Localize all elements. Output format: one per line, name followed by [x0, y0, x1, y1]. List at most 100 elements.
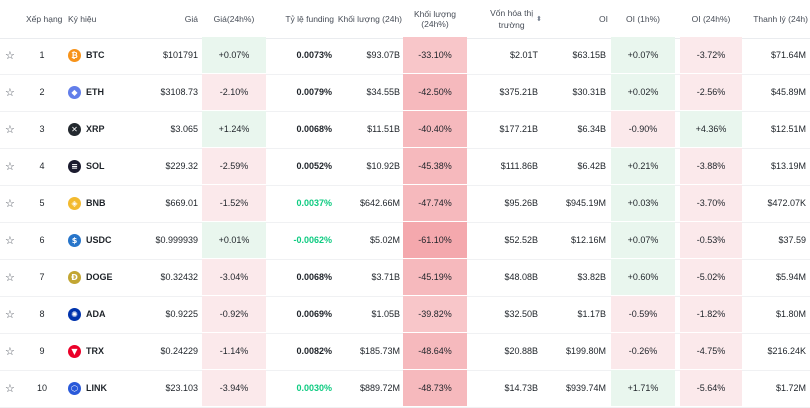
oi-24h-cell: -3.70% — [680, 185, 742, 221]
symbol-cell[interactable]: ⬡ LINK — [68, 370, 138, 406]
symbol-label: ETH — [86, 87, 104, 97]
favorite-star-icon[interactable]: ☆ — [5, 49, 15, 62]
header-funding-rate[interactable]: Tỷ lệ funding — [285, 14, 334, 24]
symbol-label: BTC — [86, 50, 105, 60]
oi-cell: $6.34B — [577, 124, 606, 134]
header-volume-change[interactable]: Khối lượng (24h%) — [414, 9, 456, 29]
header-volume[interactable]: Khối lượng (24h) — [337, 14, 402, 24]
table-row[interactable]: ☆ 3 ✕ XRP $3.065 +1.24% 0.0068% $11.51B … — [0, 111, 810, 149]
symbol-cell[interactable]: ◈ BNB — [68, 185, 138, 221]
table-row[interactable]: ☆ 4 ≡ SOL $229.32 -2.59% 0.0052% $10.92B… — [0, 148, 810, 186]
oi-24h-cell: +4.36% — [680, 111, 742, 147]
symbol-cell[interactable]: ✺ ADA — [68, 296, 138, 332]
header-symbol[interactable]: Ký hiệu — [68, 14, 97, 24]
liquidation-cell: $37.59 — [778, 235, 806, 245]
symbol-cell[interactable]: ✕ XRP — [68, 111, 138, 147]
rank-cell: 2 — [39, 87, 45, 97]
table-row[interactable]: ☆ 8 ✺ ADA $0.9225 -0.92% 0.0069% $1.05B … — [0, 296, 810, 334]
oi-24h-cell: -1.82% — [680, 296, 742, 332]
price-cell: $0.24229 — [160, 346, 198, 356]
oi-cell: $30.31B — [572, 87, 606, 97]
funding-rate-cell: 0.0030% — [296, 383, 332, 393]
funding-rate-cell: 0.0068% — [296, 124, 332, 134]
price-change-cell: +0.07% — [202, 37, 266, 73]
symbol-cell[interactable]: ₿ BTC — [68, 37, 138, 73]
oi-1h-cell: +0.07% — [611, 222, 675, 258]
table-row[interactable]: ☆ 10 ⬡ LINK $23.103 -3.94% 0.0030% $889.… — [0, 370, 810, 408]
price-cell: $3.065 — [170, 124, 198, 134]
oi-24h-cell: -3.88% — [680, 148, 742, 184]
price-cell: $23.103 — [165, 383, 198, 393]
table-row[interactable]: ☆ 9 ▼ TRX $0.24229 -1.14% 0.0082% $185.7… — [0, 333, 810, 371]
table-row[interactable]: ☆ 5 ◈ BNB $669.01 -1.52% 0.0037% $642.66… — [0, 185, 810, 223]
symbol-cell[interactable]: Ð DOGE — [68, 259, 138, 295]
table-row[interactable]: ☆ 1 ₿ BTC $101791 +0.07% 0.0073% $93.07B… — [0, 37, 810, 75]
funding-rate-cell: 0.0082% — [296, 346, 332, 356]
funding-rate-cell: 0.0068% — [296, 272, 332, 282]
header-price[interactable]: Giá — [184, 14, 198, 24]
price-change-cell: +1.24% — [202, 111, 266, 147]
favorite-star-icon[interactable]: ☆ — [5, 160, 15, 173]
favorite-star-icon[interactable]: ☆ — [5, 86, 15, 99]
header-market-cap[interactable]: Vốn hóa thị trường ⬍ — [470, 0, 542, 38]
favorite-star-icon[interactable]: ☆ — [5, 123, 15, 136]
header-market-cap-line1: Vốn hóa thị — [490, 8, 534, 18]
favorite-star-icon[interactable]: ☆ — [5, 382, 15, 395]
price-change-cell: -1.52% — [202, 185, 266, 221]
volume-change-cell: -45.38% — [403, 148, 467, 184]
header-oi-1h[interactable]: OI (1h%) — [625, 14, 660, 24]
liquidation-cell: $472.07K — [767, 198, 806, 208]
sort-icon[interactable]: ⬍ — [536, 15, 542, 23]
symbol-cell[interactable]: ≡ SOL — [68, 148, 138, 184]
favorite-star-icon[interactable]: ☆ — [5, 197, 15, 210]
price-change-cell: -2.10% — [202, 74, 266, 110]
chainlink-icon: ⬡ — [68, 381, 81, 395]
volume-cell: $93.07B — [366, 50, 400, 60]
favorite-star-icon[interactable]: ☆ — [5, 271, 15, 284]
usdc-icon: $ — [68, 233, 81, 247]
funding-rate-cell: 0.0052% — [296, 161, 332, 171]
favorite-star-icon[interactable]: ☆ — [5, 345, 15, 358]
bitcoin-icon: ₿ — [68, 48, 81, 62]
symbol-cell[interactable]: $ USDC — [68, 222, 138, 258]
header-price-change[interactable]: Giá(24h%) — [213, 14, 255, 24]
cardano-icon: ✺ — [68, 307, 81, 321]
liquidation-cell: $1.80M — [775, 309, 806, 319]
symbol-label: TRX — [86, 346, 104, 356]
volume-cell: $34.55B — [366, 87, 400, 97]
tron-icon: ▼ — [68, 344, 81, 358]
table-row[interactable]: ☆ 7 Ð DOGE $0.32432 -3.04% 0.0068% $3.71… — [0, 259, 810, 297]
table-row[interactable]: ☆ 6 $ USDC $0.999939 +0.01% -0.0062% $5.… — [0, 222, 810, 260]
liquidation-cell: $71.64M — [770, 50, 806, 60]
header-rank[interactable]: Xếp hạng — [26, 14, 63, 24]
price-cell: $669.01 — [165, 198, 198, 208]
symbol-cell[interactable]: ▼ TRX — [68, 333, 138, 369]
volume-change-cell: -45.19% — [403, 259, 467, 295]
oi-cell: $1.17B — [577, 309, 606, 319]
funding-rate-cell: 0.0069% — [296, 309, 332, 319]
symbol-cell[interactable]: ◆ ETH — [68, 74, 138, 110]
market-cap-cell: $95.26B — [504, 198, 538, 208]
favorite-star-icon[interactable]: ☆ — [5, 308, 15, 321]
oi-cell: $199.80M — [565, 346, 606, 356]
liquidation-cell: $45.89M — [770, 87, 806, 97]
doge-icon: Ð — [68, 270, 81, 284]
volume-change-cell: -48.64% — [403, 333, 467, 369]
favorite-star-icon[interactable]: ☆ — [5, 234, 15, 247]
symbol-label: SOL — [86, 161, 105, 171]
funding-rate-cell: 0.0037% — [296, 198, 332, 208]
symbol-label: ADA — [86, 309, 106, 319]
market-cap-cell: $375.21B — [499, 87, 538, 97]
header-oi-24h[interactable]: OI (24h%) — [691, 14, 731, 24]
liquidation-cell: $13.19M — [770, 161, 806, 171]
volume-cell: $11.51B — [367, 124, 400, 134]
rank-cell: 4 — [39, 161, 45, 171]
header-liquidation[interactable]: Thanh lý (24h) — [753, 14, 808, 24]
oi-cell: $6.42B — [577, 161, 606, 171]
rank-cell: 5 — [39, 198, 45, 208]
market-cap-cell: $32.50B — [504, 309, 538, 319]
header-oi[interactable]: OI — [599, 14, 608, 24]
symbol-label: DOGE — [86, 272, 113, 282]
price-change-cell: -2.59% — [202, 148, 266, 184]
table-row[interactable]: ☆ 2 ◆ ETH $3108.73 -2.10% 0.0079% $34.55… — [0, 74, 810, 112]
